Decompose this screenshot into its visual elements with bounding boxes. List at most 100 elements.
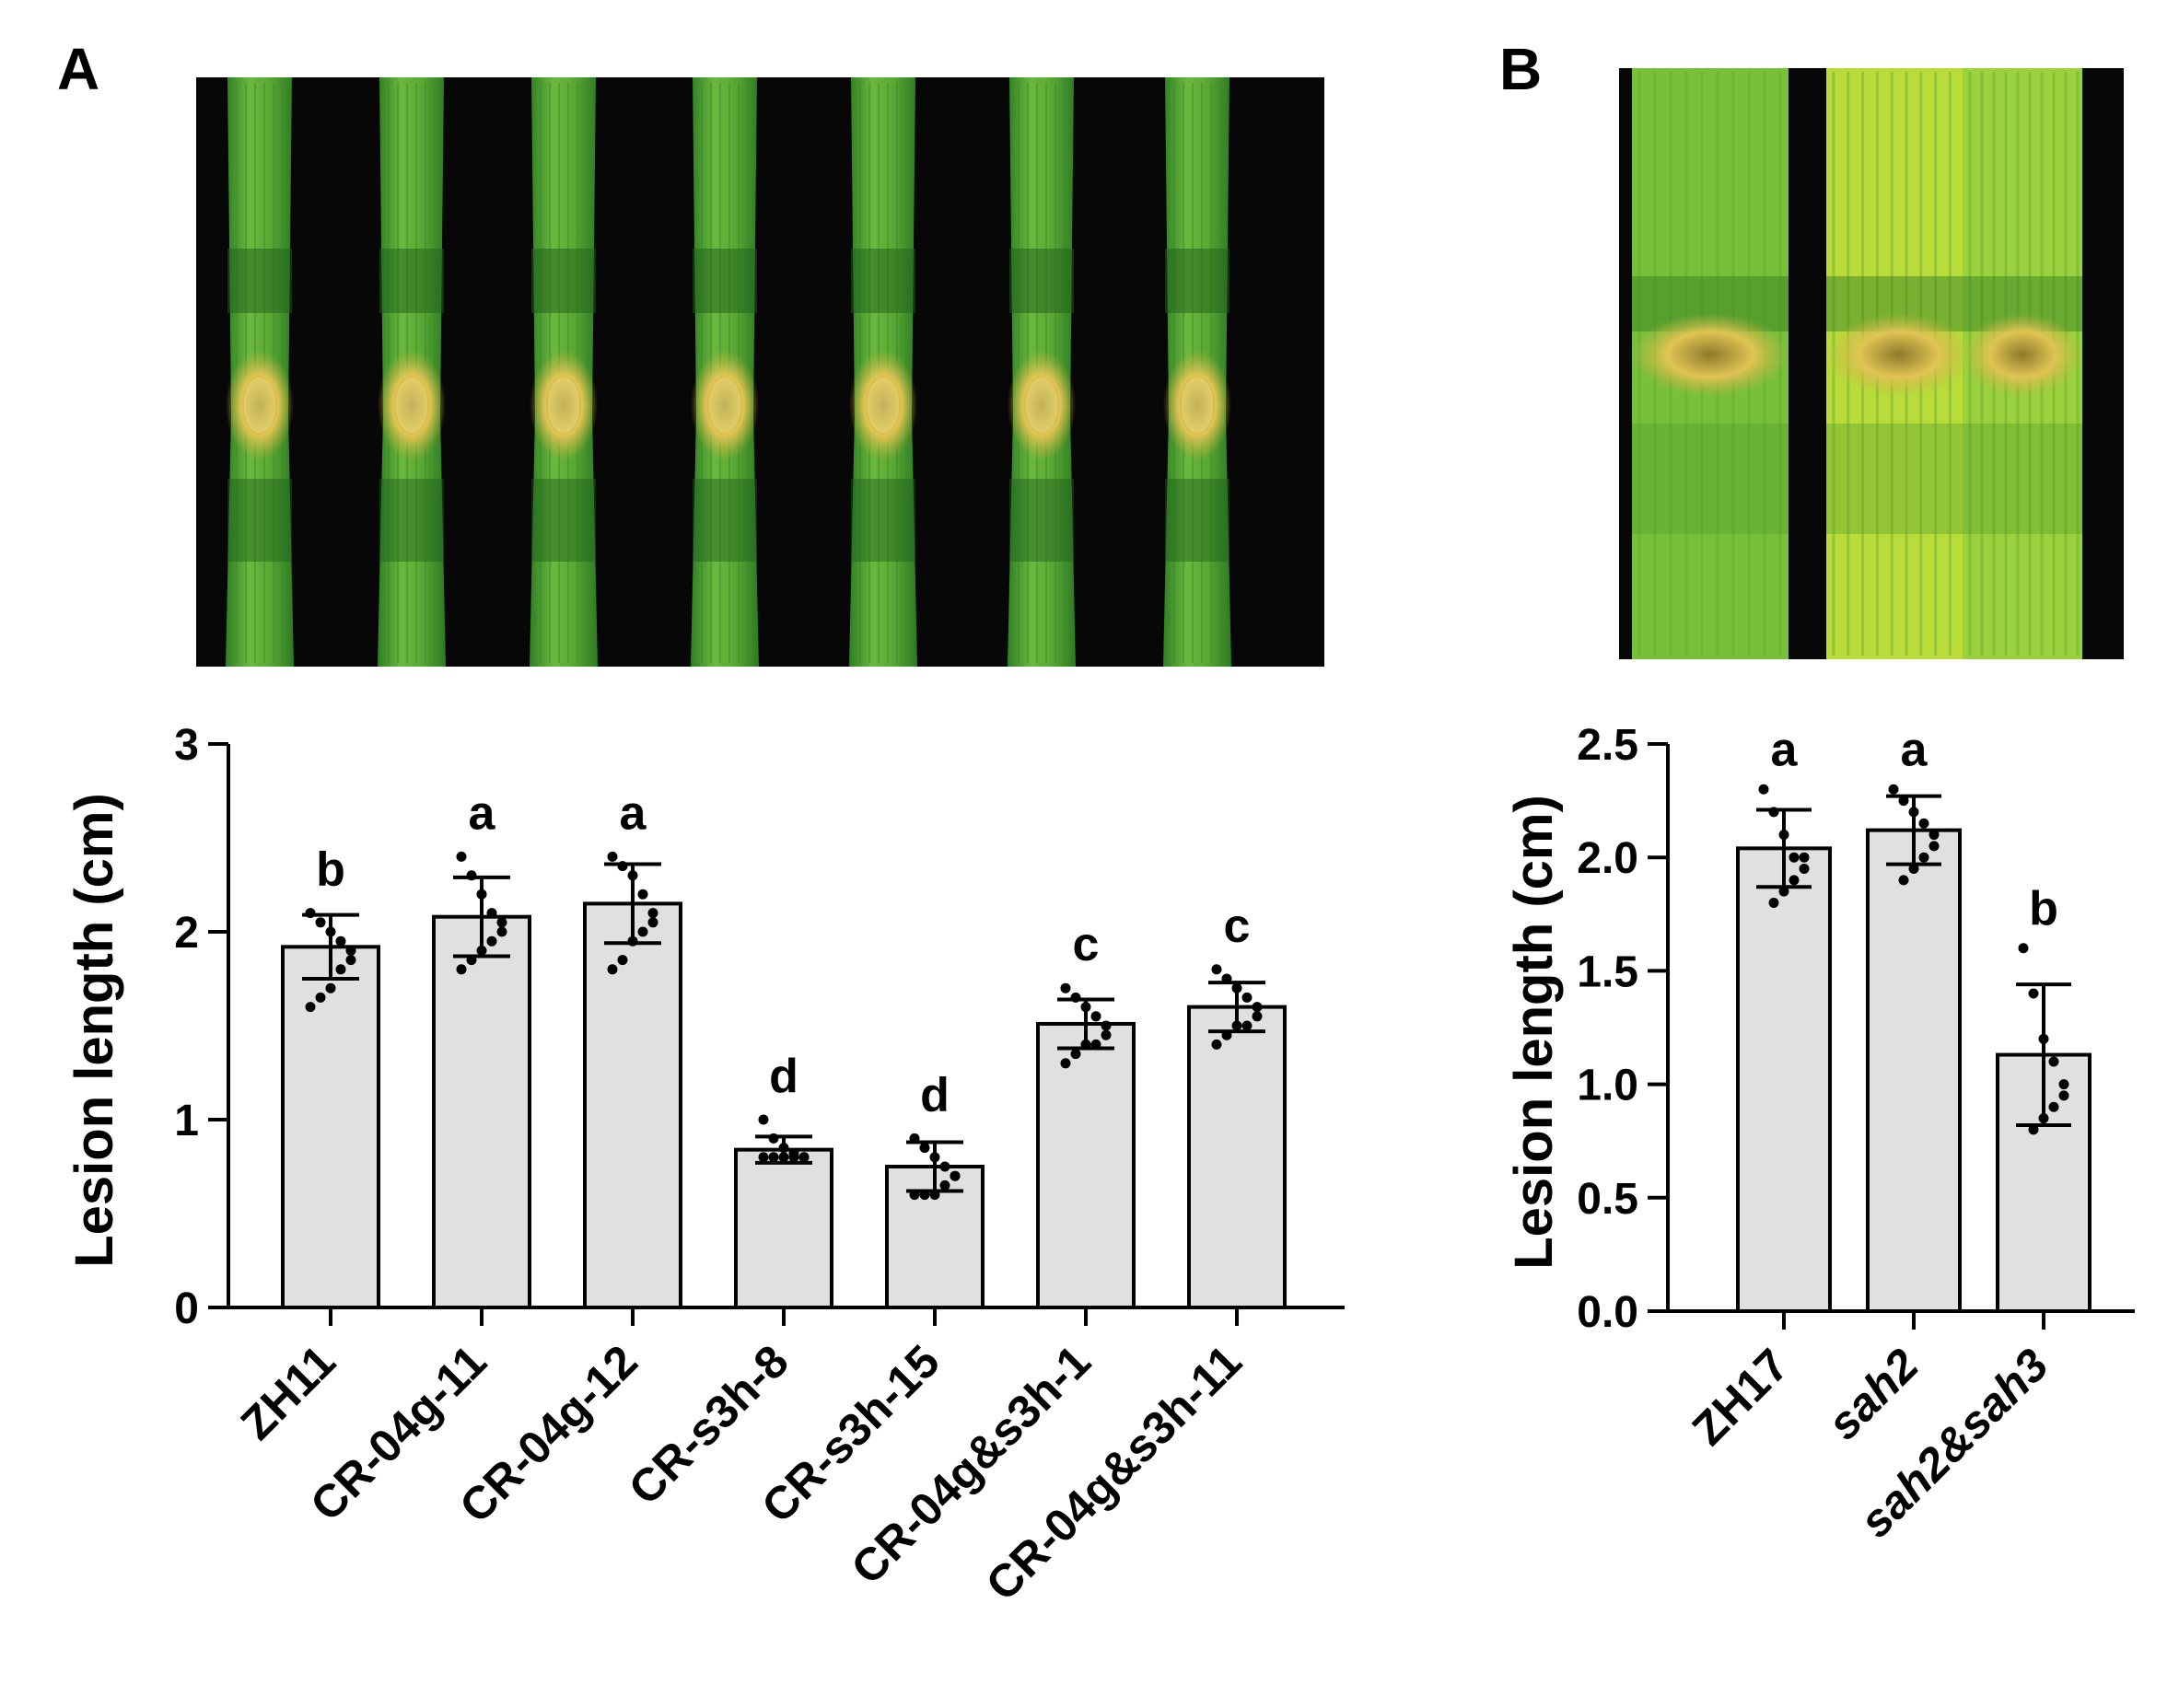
data-point bbox=[1080, 1039, 1091, 1050]
y-tick-label: 1 bbox=[174, 1097, 199, 1145]
photo-a-background bbox=[196, 77, 1324, 667]
data-point bbox=[1778, 886, 1789, 897]
y-tick-label: 2.5 bbox=[1577, 721, 1638, 770]
significance-letter: c bbox=[1224, 900, 1251, 953]
data-point bbox=[758, 1114, 769, 1125]
y-axis-label: Lesion length (cm) bbox=[1504, 795, 1564, 1270]
data-point bbox=[950, 1170, 961, 1181]
data-point bbox=[2058, 1090, 2069, 1101]
data-point bbox=[466, 955, 477, 966]
y-axis-label: Lesion length (cm) bbox=[64, 793, 124, 1268]
data-point bbox=[1211, 964, 1222, 975]
data-point bbox=[496, 917, 507, 928]
data-point bbox=[305, 908, 316, 919]
data-point bbox=[486, 908, 497, 919]
panel-label-a: A bbox=[57, 36, 100, 102]
leaf-dark-band bbox=[851, 249, 915, 313]
data-point bbox=[778, 1143, 789, 1154]
data-point bbox=[1070, 1049, 1081, 1060]
lesion-center bbox=[708, 378, 741, 433]
data-point bbox=[476, 945, 487, 956]
bar bbox=[1866, 828, 1962, 1313]
y-tick-label: 0.5 bbox=[1577, 1175, 1638, 1224]
significance-letter: a bbox=[1901, 723, 1928, 776]
data-point bbox=[929, 1152, 940, 1163]
y-tick-label: 1.0 bbox=[1577, 1062, 1638, 1110]
data-point bbox=[2048, 1056, 2059, 1067]
data-point bbox=[647, 917, 658, 928]
bar bbox=[281, 945, 380, 1309]
data-point bbox=[456, 851, 467, 862]
data-point bbox=[1928, 830, 1940, 841]
data-point bbox=[617, 955, 628, 966]
data-point bbox=[1888, 784, 1899, 795]
leaf-dark-band bbox=[1632, 424, 1789, 534]
significance-letter: b bbox=[2029, 882, 2058, 935]
data-point bbox=[2028, 988, 2039, 999]
data-point bbox=[1778, 830, 1789, 841]
x-tick-label: sah2 bbox=[1818, 1339, 1928, 1449]
bar-chart-b: 0.0 0.5 1.0 1.5 2.0 2.5 Lesion length (cm) a ZH1… bbox=[1504, 721, 2135, 1547]
significance-letter: d bbox=[769, 1050, 798, 1103]
data-point bbox=[637, 889, 648, 900]
data-point bbox=[335, 964, 346, 975]
lesion-center bbox=[547, 378, 580, 433]
data-point bbox=[476, 889, 487, 900]
leaf-dark-band bbox=[531, 249, 596, 313]
data-point bbox=[2018, 943, 2029, 954]
data-point bbox=[919, 1190, 930, 1201]
lesion-center bbox=[1181, 378, 1214, 433]
leaf-dark-band bbox=[851, 479, 915, 562]
leaf-dark-band bbox=[693, 479, 757, 562]
leaf-dark-band bbox=[227, 249, 292, 313]
data-point bbox=[1231, 982, 1242, 993]
bar bbox=[1187, 1005, 1287, 1309]
y-tick-label: 0.0 bbox=[1577, 1288, 1638, 1337]
data-point bbox=[1221, 973, 1232, 984]
y-tick-label: 0 bbox=[174, 1284, 199, 1333]
x-tick-label: ZH11 bbox=[231, 1335, 345, 1449]
leaf-dark-band bbox=[1165, 479, 1229, 562]
data-point bbox=[607, 964, 618, 975]
data-point bbox=[325, 926, 336, 937]
significance-letter: b bbox=[316, 843, 345, 897]
leaf-lesion-photo-b bbox=[1619, 68, 2124, 659]
data-point bbox=[627, 935, 638, 947]
data-point bbox=[456, 964, 467, 975]
data-point bbox=[1221, 1029, 1232, 1040]
data-point bbox=[335, 935, 346, 947]
data-point bbox=[1918, 852, 1929, 863]
leaf bbox=[1632, 68, 1789, 659]
leaf bbox=[226, 77, 294, 667]
data-point bbox=[1908, 807, 1919, 818]
y-tick-label: 3 bbox=[174, 721, 199, 770]
data-point bbox=[909, 1190, 920, 1201]
data-point bbox=[1789, 875, 1800, 886]
data-point bbox=[627, 870, 638, 881]
leaf bbox=[691, 77, 759, 667]
data-point bbox=[2028, 1124, 2039, 1135]
panel-label-b: B bbox=[1499, 36, 1543, 102]
data-point bbox=[315, 917, 326, 928]
data-point bbox=[1211, 1039, 1222, 1050]
data-point bbox=[1908, 864, 1919, 875]
significance-letter: d bbox=[920, 1068, 950, 1121]
leaf-lesion-photo-a bbox=[196, 77, 1324, 667]
leaf-dark-band bbox=[693, 249, 757, 313]
bar bbox=[1036, 1021, 1136, 1309]
leaf-dark-band bbox=[227, 479, 292, 562]
x-tick-label: ZH17 bbox=[1683, 1339, 1799, 1455]
y-tick-label: 2 bbox=[174, 909, 199, 958]
data-point bbox=[466, 870, 477, 881]
data-point bbox=[2038, 1113, 2049, 1124]
data-point bbox=[1799, 852, 1810, 863]
leaf bbox=[849, 77, 917, 667]
leaf bbox=[1163, 77, 1231, 667]
y-tick-label: 1.5 bbox=[1577, 947, 1638, 996]
data-point bbox=[1768, 897, 1779, 908]
leaf-dark-band bbox=[379, 479, 444, 562]
data-point bbox=[1231, 1020, 1242, 1031]
data-point bbox=[768, 1152, 779, 1163]
lesion-spot bbox=[1632, 313, 1789, 396]
